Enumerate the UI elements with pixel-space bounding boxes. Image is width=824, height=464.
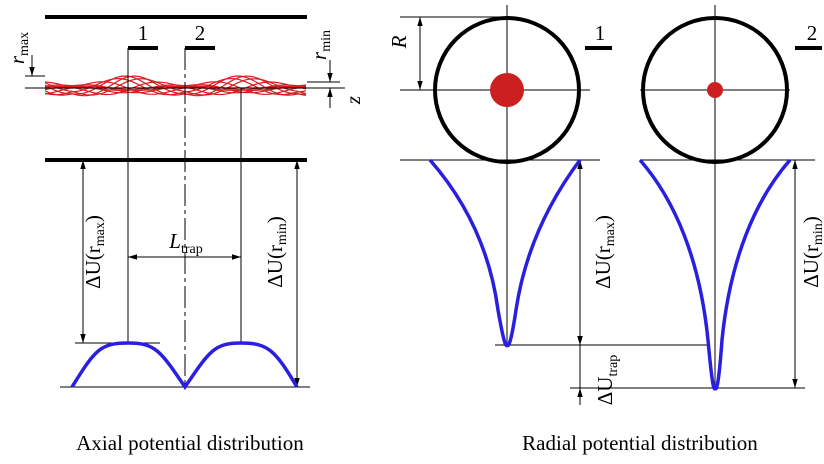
label-main: r bbox=[307, 51, 331, 60]
label-sub: trap bbox=[606, 355, 621, 377]
beam-trajectory bbox=[44, 78, 307, 96]
beam bbox=[44, 75, 307, 97]
radius-label: R bbox=[387, 35, 411, 49]
du-trap-label: ΔUtrap bbox=[593, 355, 621, 405]
axial-panel: rmax rmin 1 2 z Ltrap ΔU(rmax) ΔU(rmin) … bbox=[5, 15, 365, 455]
label-suffix: ) bbox=[799, 216, 823, 223]
axis-label: z bbox=[341, 96, 365, 105]
label-main: ΔU bbox=[593, 377, 617, 406]
potential-curve bbox=[70, 341, 299, 391]
l-trap-label: Ltrap bbox=[168, 229, 202, 257]
marker-label: 2 bbox=[195, 21, 206, 45]
du-min-label: ΔU(rmin) bbox=[263, 216, 290, 287]
label-sub: min bbox=[811, 223, 824, 245]
du-max-label: ΔU(rmax) bbox=[591, 215, 618, 289]
marker-label: 2 bbox=[807, 21, 818, 45]
label-main: ΔU(r bbox=[591, 246, 615, 289]
label-sub: trap bbox=[181, 242, 203, 257]
electrode bbox=[641, 16, 789, 164]
marker-label: 1 bbox=[138, 21, 149, 45]
label-sub: max bbox=[93, 222, 108, 246]
label-sub: max bbox=[17, 32, 32, 56]
caption: Axial potential distribution bbox=[76, 431, 304, 455]
beam-section bbox=[490, 73, 524, 107]
label-suffix: ) bbox=[81, 215, 105, 222]
label-suffix: ) bbox=[591, 215, 615, 222]
beam-trajectory bbox=[44, 75, 307, 96]
label-suffix: ) bbox=[263, 216, 287, 223]
label-main: r bbox=[5, 55, 29, 64]
label-main: L bbox=[168, 229, 181, 253]
radial-panel: R 1 2 ΔU(rmax) ΔU(rmin) ΔUtrap Radial po… bbox=[387, 5, 824, 455]
label-main: ΔU(r bbox=[263, 245, 287, 288]
label-main: ΔU(r bbox=[799, 245, 823, 288]
label-sub: min bbox=[319, 30, 334, 52]
r-max-label: rmax bbox=[5, 32, 32, 64]
beam-trajectory bbox=[44, 85, 307, 91]
r-min-label: rmin bbox=[307, 30, 334, 60]
du-min-label: ΔU(rmin) bbox=[799, 216, 824, 287]
potential-curve bbox=[428, 158, 582, 348]
potential-curve bbox=[638, 158, 792, 391]
caption: Radial potential distribution bbox=[522, 431, 758, 455]
label-sub: min bbox=[275, 223, 290, 245]
label-sub: max bbox=[603, 222, 618, 246]
electrode bbox=[433, 16, 581, 164]
label-main: ΔU(r bbox=[81, 246, 105, 289]
beam-section bbox=[707, 82, 723, 98]
marker-label: 1 bbox=[595, 21, 606, 45]
du-max-label: ΔU(rmax) bbox=[81, 215, 108, 289]
